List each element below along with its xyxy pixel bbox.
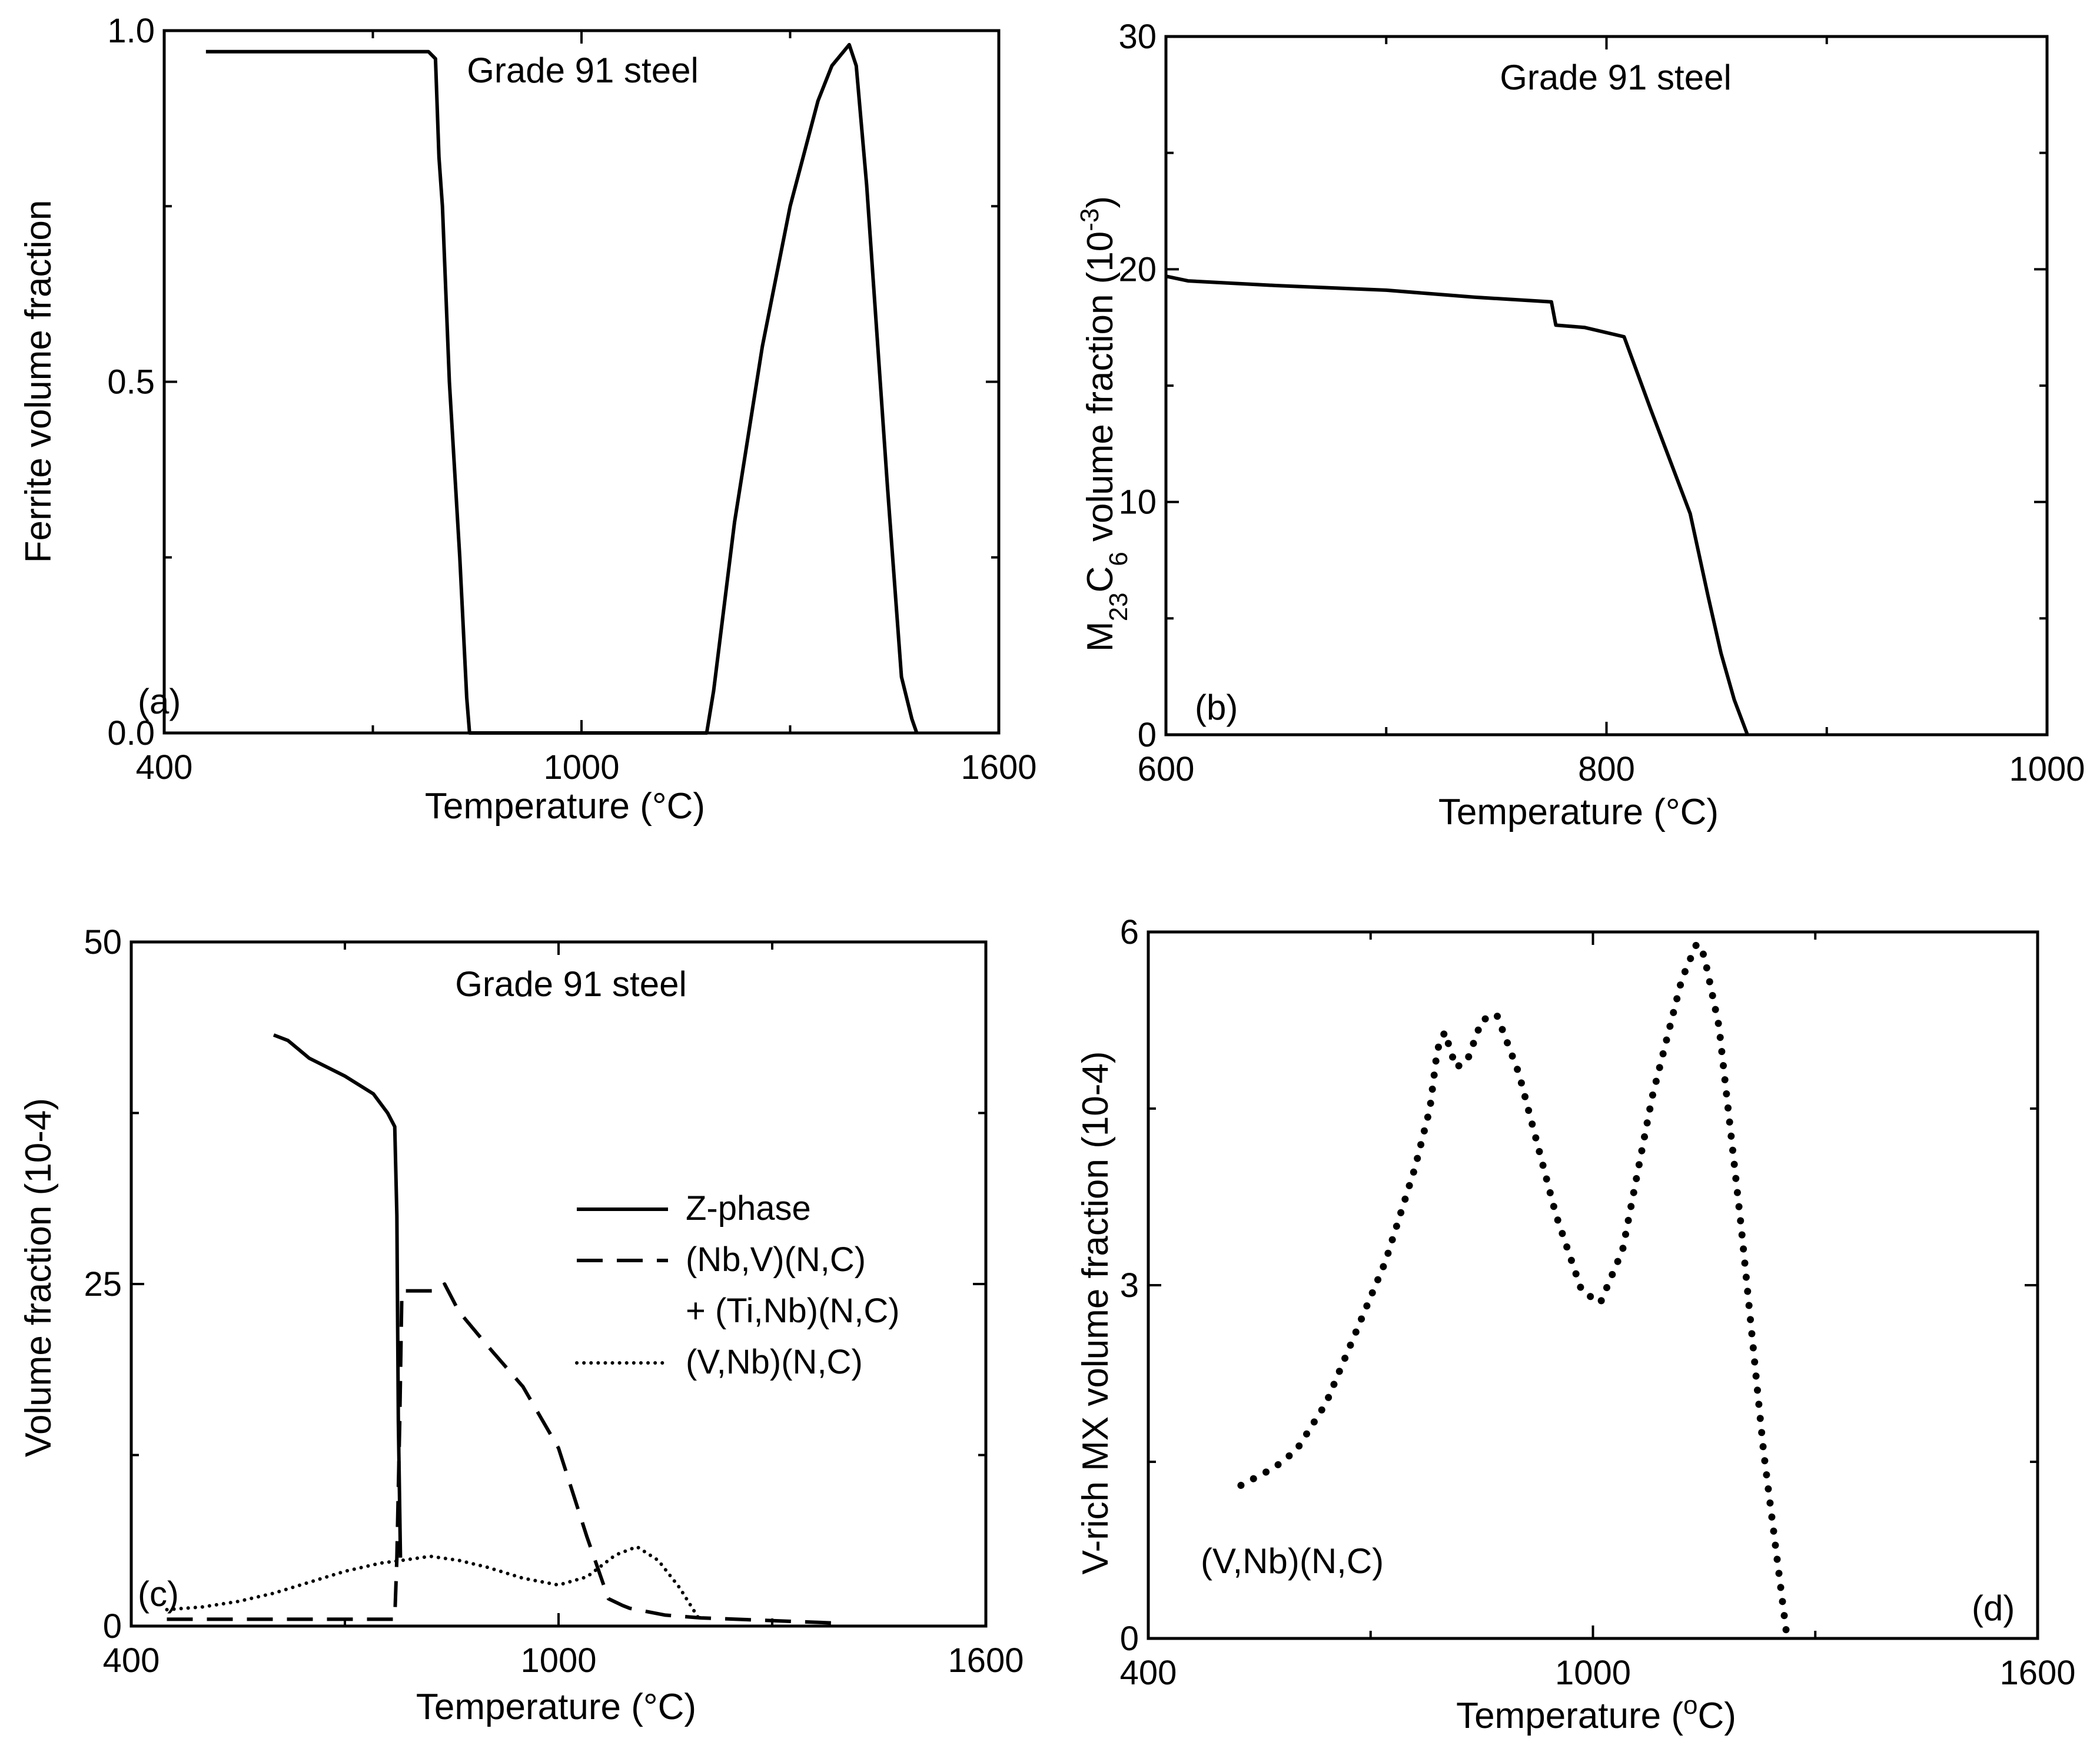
x-title-part: C) — [1698, 1696, 1736, 1736]
x-tick-label: 400 — [136, 748, 193, 787]
tick-labels: 400 1000 1600 0 3 6 — [1120, 913, 2076, 1692]
x-tick-label: 1000 — [2009, 750, 2085, 788]
series-group — [1237, 940, 1791, 1642]
x-title-sup: o — [1683, 1691, 1697, 1720]
legend-label: + (Ti,Nb)(N,C) — [686, 1292, 900, 1330]
x-tick-label: 400 — [103, 1641, 160, 1680]
y-title-sup: -3 — [1075, 208, 1104, 231]
x-tick-label: 1600 — [1999, 1654, 2075, 1692]
x-tick-label: 1600 — [961, 748, 1036, 787]
series-group — [1165, 274, 1749, 736]
y-title-part: M — [1080, 621, 1121, 652]
panel-c: 400 1000 1600 0 25 50 Grade 91 steel (c) Temp… — [18, 923, 1024, 1727]
y-tick-label: 0 — [1120, 1620, 1139, 1658]
y-tick-label: 30 — [1118, 18, 1157, 56]
plot-frame — [1164, 35, 2049, 737]
x-tick-label: 1000 — [543, 748, 619, 787]
x-title-part: Temperature ( — [1456, 1696, 1683, 1736]
axis-ticks — [130, 941, 987, 1627]
y-tick-label: 0.0 — [107, 714, 155, 752]
series-line-z-phase — [273, 1033, 403, 1558]
series-line-v-rich-mx — [1237, 940, 1791, 1642]
y-tick-label: 0.5 — [107, 363, 155, 402]
y-axis-title: Ferrite volume fraction — [18, 200, 59, 563]
y-tick-label: 25 — [84, 1265, 122, 1303]
x-tick-label: 400 — [1120, 1654, 1177, 1692]
tick-labels: 600 800 1000 0 10 20 30 — [1118, 18, 2085, 788]
series-line-nb-v-n-c-ti-nb-n-c — [167, 1282, 844, 1625]
y-title-part: ) — [1080, 196, 1121, 208]
series-line-ferrite — [205, 42, 919, 735]
legend-label: Z-phase — [686, 1189, 811, 1228]
tick-labels: 400 1000 1600 0.0 0.5 1.0 — [107, 12, 1036, 787]
y-tick-label: 6 — [1120, 913, 1139, 951]
x-axis-title: Temperature (°C) — [1438, 792, 1719, 832]
x-tick-label: 1000 — [1555, 1654, 1631, 1692]
y-tick-label: 20 — [1118, 250, 1157, 288]
y-tick-label: 50 — [84, 923, 122, 961]
x-tick-label: 600 — [1138, 750, 1195, 788]
y-title-sub: 23 — [1104, 592, 1133, 621]
series-line-v-nb-n-c — [165, 1545, 703, 1624]
y-axis-title: Volume fraction (10-4) — [18, 1098, 59, 1457]
tick-labels: 400 1000 1600 0 25 50 — [84, 923, 1024, 1680]
panel-label: (c) — [138, 1574, 179, 1614]
y-axis-title: M23C6 volume fraction (10-3) — [1075, 196, 1133, 652]
panel-label: (a) — [138, 682, 181, 721]
series-group — [205, 42, 919, 735]
y-title-part: volume fraction (10 — [1080, 231, 1121, 552]
plot-frame — [129, 940, 988, 1628]
panel-d: 400 1000 1600 0 3 6 (V,Nb)(N,C) (d) Temperatu… — [1075, 913, 2076, 1736]
panel-label: (b) — [1195, 688, 1238, 727]
legend: Z-phase (Nb,V)(N,C) + (Ti,Nb)(N,C) (V,Nb)(N… — [575, 1189, 900, 1381]
x-tick-label: 800 — [1578, 750, 1635, 788]
plot-frame — [1147, 930, 2039, 1640]
x-axis-title: Temperature (°C) — [425, 786, 705, 827]
x-axis-title: Temperature (°C) — [416, 1687, 696, 1727]
y-title-part: C — [1080, 566, 1121, 593]
x-axis-title: Temperature (oC) — [1456, 1691, 1736, 1737]
axis-ticks — [163, 29, 1000, 734]
panel-label: (d) — [1972, 1588, 2015, 1628]
axis-ticks — [1147, 931, 2039, 1640]
y-tick-label: 10 — [1118, 483, 1157, 522]
y-tick-label: 3 — [1120, 1266, 1139, 1305]
x-tick-label: 1000 — [520, 1641, 596, 1680]
plot-frame — [162, 29, 1001, 735]
chart-title: Grade 91 steel — [455, 964, 687, 1004]
panel-b: 600 800 1000 0 10 20 30 Grade 91 steel (b) Tem… — [1075, 18, 2085, 832]
y-tick-label: 1.0 — [107, 12, 155, 50]
y-tick-label: 0 — [1138, 716, 1157, 754]
series-line-m23c6 — [1165, 274, 1749, 736]
y-tick-label: 0 — [103, 1607, 122, 1646]
legend-label: (V,Nb)(N,C) — [686, 1343, 863, 1381]
legend-label: (Nb,V)(N,C) — [686, 1240, 866, 1279]
y-title-sub: 6 — [1104, 552, 1133, 566]
panel-annotation: (V,Nb)(N,C) — [1201, 1541, 1384, 1581]
chart-title: Grade 91 steel — [1500, 58, 1732, 97]
series-group — [165, 1033, 844, 1625]
y-axis-title: V-rich MX volume fraction (10-4) — [1075, 1051, 1116, 1575]
chart-title: Grade 91 steel — [467, 51, 699, 90]
axis-ticks — [1165, 35, 2048, 736]
x-tick-label: 1600 — [948, 1641, 1024, 1680]
